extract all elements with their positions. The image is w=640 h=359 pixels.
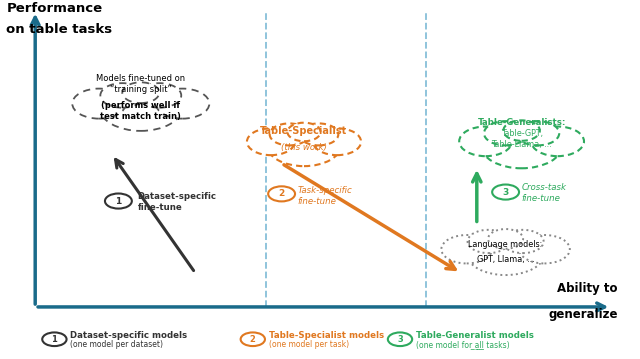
Circle shape (503, 120, 540, 141)
Circle shape (492, 185, 519, 200)
Circle shape (460, 127, 512, 156)
Circle shape (100, 83, 144, 108)
Circle shape (484, 121, 527, 145)
Text: generalize: generalize (548, 308, 618, 321)
Text: Table-GPT,
Table-Llama, ...: Table-GPT, Table-Llama, ... (492, 129, 552, 149)
Circle shape (72, 89, 126, 118)
Circle shape (299, 123, 339, 145)
Circle shape (468, 230, 509, 253)
Text: (performs well if
test match train): (performs well if test match train) (100, 101, 181, 121)
Text: (one model for ̲a̲l̲l̲ tasks): (one model for ̲a̲l̲l̲ tasks) (416, 340, 509, 349)
Circle shape (313, 128, 361, 155)
Circle shape (241, 332, 265, 346)
Text: (one model per task): (one model per task) (269, 340, 349, 349)
Text: Ability to: Ability to (557, 283, 618, 295)
Circle shape (156, 89, 209, 118)
Text: Table-Specialist: Table-Specialist (260, 126, 348, 136)
Circle shape (122, 82, 159, 103)
Circle shape (519, 235, 570, 264)
Circle shape (99, 84, 182, 131)
Text: Task-specific
fine-tune: Task-specific fine-tune (298, 186, 353, 206)
Circle shape (502, 230, 543, 253)
Text: Dataset-specific
fine-tune: Dataset-specific fine-tune (138, 192, 216, 212)
Text: 2: 2 (278, 189, 285, 199)
Text: 3: 3 (502, 187, 509, 197)
Text: (one model per dataset): (one model per dataset) (70, 340, 163, 349)
Text: 1: 1 (51, 335, 58, 344)
Text: Table-Generalist models: Table-Generalist models (416, 331, 534, 340)
Circle shape (287, 123, 321, 141)
Text: GPT, Llama, ...: GPT, Llama, ... (477, 255, 534, 264)
Text: 2: 2 (250, 335, 256, 344)
Circle shape (105, 194, 132, 209)
Circle shape (488, 229, 523, 249)
Circle shape (467, 231, 545, 275)
Text: Models fine-tuned on
“training split”: Models fine-tuned on “training split” (96, 74, 186, 94)
Circle shape (138, 83, 181, 108)
Circle shape (388, 332, 412, 346)
Text: Language models:: Language models: (468, 239, 543, 249)
Circle shape (42, 332, 67, 346)
Text: Table-Specialist models: Table-Specialist models (269, 331, 384, 340)
Text: on table tasks: on table tasks (6, 23, 113, 36)
Circle shape (269, 123, 309, 145)
Text: Performance: Performance (6, 2, 102, 15)
Text: 3: 3 (397, 335, 403, 344)
Text: Dataset-specific models: Dataset-specific models (70, 331, 188, 340)
Circle shape (267, 125, 341, 166)
Circle shape (442, 235, 492, 264)
Circle shape (268, 186, 295, 201)
Circle shape (531, 127, 584, 156)
Circle shape (481, 122, 563, 168)
Circle shape (247, 128, 295, 155)
Text: 1: 1 (115, 196, 122, 206)
Text: Table-Generalists:: Table-Generalists: (477, 118, 566, 127)
Text: (this work): (this work) (281, 143, 327, 152)
Text: Cross-task
fine-tune: Cross-task fine-tune (522, 183, 566, 203)
Circle shape (516, 121, 559, 145)
